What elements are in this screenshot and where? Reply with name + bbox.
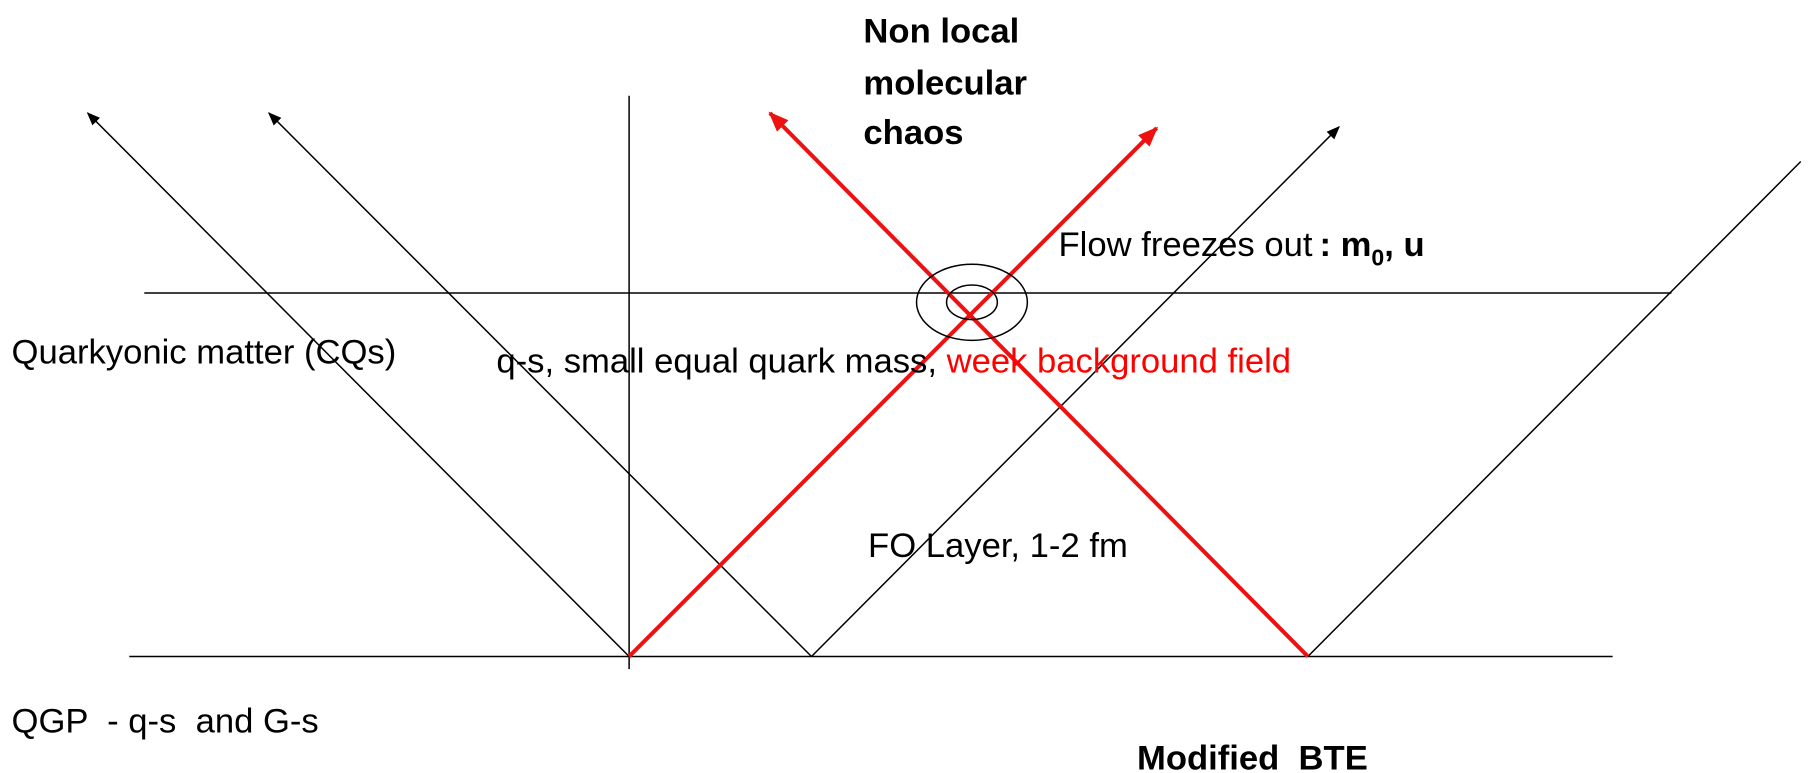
label: chaos (863, 114, 963, 152)
label: q-s, small equal quark mass, week backgr… (496, 343, 1291, 381)
label: Quarkyonic matter (CQs) (12, 333, 397, 371)
label-part: , u (1384, 226, 1424, 264)
label-part: : m (1319, 226, 1371, 264)
label: FO Layer, 1-2 fm (868, 527, 1128, 565)
collision-circle-inner (945, 284, 999, 321)
collision-circle-outer (915, 263, 1029, 342)
light-cone-line (810, 125, 1340, 658)
label: molecular (863, 65, 1027, 103)
light-cone-line (86, 112, 630, 658)
label-sub: 0 (1371, 244, 1384, 270)
light-cone-line (1307, 160, 1802, 658)
label: Modified BTE (1137, 740, 1368, 773)
label: QGP - q-s and G-s (12, 703, 319, 741)
red-arrow (768, 111, 1310, 658)
light-cone-line (268, 112, 813, 658)
label: Flow freezes out: m0, u (1059, 226, 1425, 270)
label: Non local (863, 13, 1019, 51)
label-part: week background field (946, 343, 1291, 381)
label-part: Flow freezes out (1059, 226, 1313, 264)
label-part: q-s, small equal quark mass, (496, 343, 946, 381)
red-arrow (627, 126, 1159, 658)
